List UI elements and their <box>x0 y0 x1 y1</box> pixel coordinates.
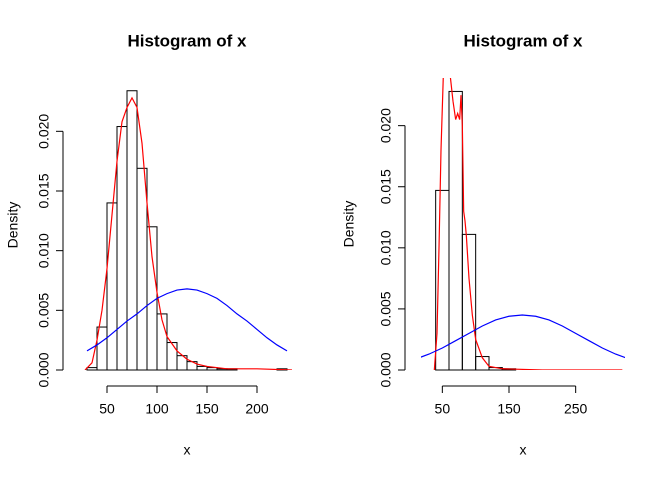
histogram-bar <box>116 126 128 371</box>
y-tick-label: 0.020 <box>378 108 394 143</box>
y-tick-label: 0.000 <box>378 352 394 387</box>
histogram-bar <box>136 167 148 371</box>
x-axis-label: x <box>520 442 527 458</box>
y-axis-label: Density <box>5 202 21 249</box>
y-tick-label: 0.010 <box>36 233 52 268</box>
y-tick-label: 0.005 <box>378 291 394 326</box>
x-tick-label: 100 <box>145 401 169 417</box>
density-line <box>421 314 625 359</box>
histogram-bar <box>146 226 158 371</box>
curves <box>84 96 293 370</box>
x-tick-label: 50 <box>99 401 115 417</box>
histogram-bar <box>448 90 463 371</box>
y-tick-label: 0.015 <box>378 169 394 204</box>
x-tick-label: 150 <box>195 401 219 417</box>
x-tick-label: 250 <box>564 401 588 417</box>
density-line <box>433 78 623 370</box>
y-axis-label: Density <box>341 201 357 248</box>
density-line <box>86 288 288 352</box>
histogram-bar <box>156 313 168 371</box>
x-tick-label: 50 <box>435 401 451 417</box>
y-tick-label: 0.020 <box>36 114 52 149</box>
histogram-bar <box>461 233 477 371</box>
y-tick-label: 0.000 <box>36 352 52 387</box>
y-tick-label: 0.010 <box>378 230 394 265</box>
histogram-bar <box>166 342 178 371</box>
histogram-bar <box>126 90 138 371</box>
histogram-bar <box>106 202 118 371</box>
x-tick-label: 200 <box>245 401 269 417</box>
x-tick-label: 150 <box>497 401 521 417</box>
density-line <box>84 96 293 370</box>
histogram-bar <box>86 367 98 371</box>
chart-title: Histogram of x <box>463 31 583 50</box>
y-tick-label: 0.015 <box>36 173 52 208</box>
histogram-bar <box>196 365 208 371</box>
chart-title: Histogram of x <box>127 31 247 50</box>
curves <box>421 78 625 370</box>
x-axis-label: x <box>184 442 191 458</box>
y-tick-label: 0.005 <box>36 293 52 328</box>
